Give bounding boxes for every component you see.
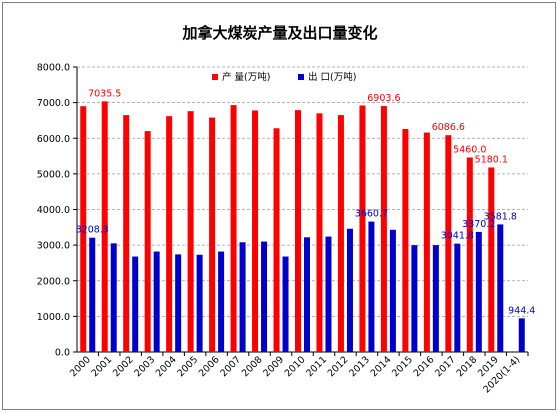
y-tick-label: 6000.0 — [37, 134, 70, 145]
x-tick-label: 2017 — [433, 354, 458, 379]
bar-production — [144, 131, 151, 352]
bar-export — [411, 245, 418, 352]
y-tick-label: 7000.0 — [37, 98, 70, 109]
bar-production — [488, 167, 495, 352]
bar-production — [123, 115, 130, 352]
bar-export — [153, 251, 160, 352]
y-tick-label: 8000.0 — [37, 63, 70, 74]
bar-export — [304, 237, 310, 352]
bar-export — [132, 256, 139, 352]
y-tick-label: 1000.0 — [37, 312, 70, 323]
bar-production — [252, 110, 259, 353]
x-tick-label: 2012 — [326, 354, 351, 379]
bar-export — [239, 242, 246, 352]
y-tick-label: 2000.0 — [37, 276, 70, 287]
data-label-production: 6903.6 — [367, 93, 400, 104]
x-tick-label: 2008 — [240, 354, 265, 379]
bar-production — [445, 135, 452, 352]
data-label-export: 3208.3 — [76, 225, 109, 236]
data-label-production: 5460.0 — [453, 144, 486, 155]
data-label-export: 3370.2 — [462, 219, 495, 230]
x-tick-label: 2015 — [390, 354, 415, 379]
bar-production — [80, 106, 87, 352]
x-tick-label: 2000 — [68, 354, 93, 379]
bar-production — [466, 157, 473, 352]
data-label-production: 5180.1 — [475, 154, 508, 165]
x-tick-label: 2011 — [304, 354, 329, 379]
bar-export — [175, 254, 182, 352]
bar-production — [337, 115, 344, 352]
legend-swatch-production — [212, 74, 218, 80]
legend-swatch-export — [298, 74, 304, 80]
bar-production — [230, 105, 237, 353]
chart-title: 加拿大煤炭产量及出口量变化 — [181, 24, 377, 42]
x-tick-label: 2014 — [369, 354, 394, 379]
bar-production — [295, 110, 301, 352]
bar-production — [423, 132, 430, 352]
legend-label-export: 出 口(万吨) — [308, 71, 356, 83]
bar-export — [261, 241, 268, 352]
bar-export — [368, 221, 375, 352]
bar-export — [325, 236, 332, 352]
bar-export — [196, 254, 203, 352]
x-tick-label: 2004 — [154, 354, 179, 379]
x-tick-label: 2013 — [347, 354, 372, 379]
bar-production — [316, 113, 323, 352]
data-label-export: 3660.7 — [355, 209, 388, 220]
data-label-production: 7035.5 — [88, 88, 121, 99]
legend-label-production: 产 量(万吨) — [222, 71, 270, 83]
y-tick-label: 3000.0 — [37, 241, 70, 252]
x-tick-label: 2005 — [175, 354, 200, 379]
y-tick-label: 0.0 — [55, 348, 70, 359]
bar-production — [209, 117, 216, 353]
bar-export — [89, 237, 96, 352]
x-tick-label: 2016 — [412, 354, 437, 379]
x-tick-label: 2006 — [197, 354, 222, 379]
x-tick-label: 2001 — [89, 354, 114, 379]
data-label-export: 944.4 — [508, 305, 535, 316]
x-tick-label: 2009 — [261, 354, 286, 379]
y-tick-label: 4000.0 — [37, 205, 70, 216]
bar-export — [454, 243, 461, 352]
x-tick-label: 2010 — [283, 354, 308, 379]
bar-production — [359, 105, 366, 352]
gridlines — [77, 66, 528, 352]
x-tick-label: 2002 — [111, 354, 136, 379]
x-tick-label: 2018 — [455, 354, 480, 379]
x-tick-label: 2003 — [132, 354, 157, 379]
bar-production — [187, 111, 194, 352]
data-labels: 3208.3 7035.5 3660.7 6903.6 6086.6 3041.8 5460… — [76, 88, 536, 316]
bar-production — [380, 106, 387, 352]
bar-export — [432, 245, 439, 352]
bar-export — [282, 256, 289, 352]
bar-export — [475, 231, 482, 352]
bar-export — [389, 229, 396, 352]
bar-export — [110, 243, 117, 352]
bar-production — [402, 128, 409, 352]
x-tick-label: 2007 — [218, 354, 243, 379]
bar-export — [518, 318, 525, 352]
bar-export — [218, 251, 225, 352]
bar-export — [346, 228, 353, 352]
data-label-production: 6086.6 — [432, 122, 465, 133]
bar-production — [273, 128, 280, 352]
y-tick-label: 5000.0 — [37, 169, 70, 180]
data-label-export: 3041.8 — [441, 231, 474, 242]
bar-production — [166, 116, 173, 352]
legend: 产 量(万吨) 出 口(万吨) — [212, 71, 356, 83]
bar-export — [497, 224, 504, 352]
data-label-export: 3581.8 — [484, 211, 517, 222]
bar-production — [101, 101, 108, 352]
bars — [80, 101, 525, 353]
